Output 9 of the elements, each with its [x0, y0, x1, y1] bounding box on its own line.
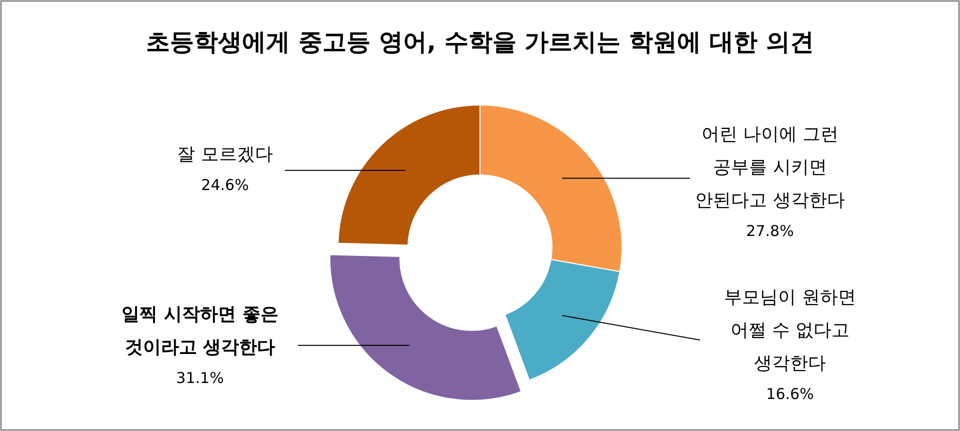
slice-label: 부모님이 원하면 어쩔 수 없다고 생각한다 [724, 287, 856, 374]
data-label: 31.1% [176, 369, 224, 387]
slice-label: 일찍 시작하면 좋은 것이라고 생각한다 [122, 304, 278, 358]
data-label: 24.6% [201, 176, 249, 194]
data-label: 27.8% [746, 222, 794, 240]
slice-label: 어린 나이에 그런 공부를 시키면 안된다고 생각한다 [695, 124, 845, 211]
slice-label: 잘 모르겠다 [177, 144, 273, 165]
chart-title: 초등학생에게 중고등 영어, 수학을 가르치는 학원에 대한 의견 [146, 28, 814, 56]
data-label: 16.6% [766, 385, 814, 403]
